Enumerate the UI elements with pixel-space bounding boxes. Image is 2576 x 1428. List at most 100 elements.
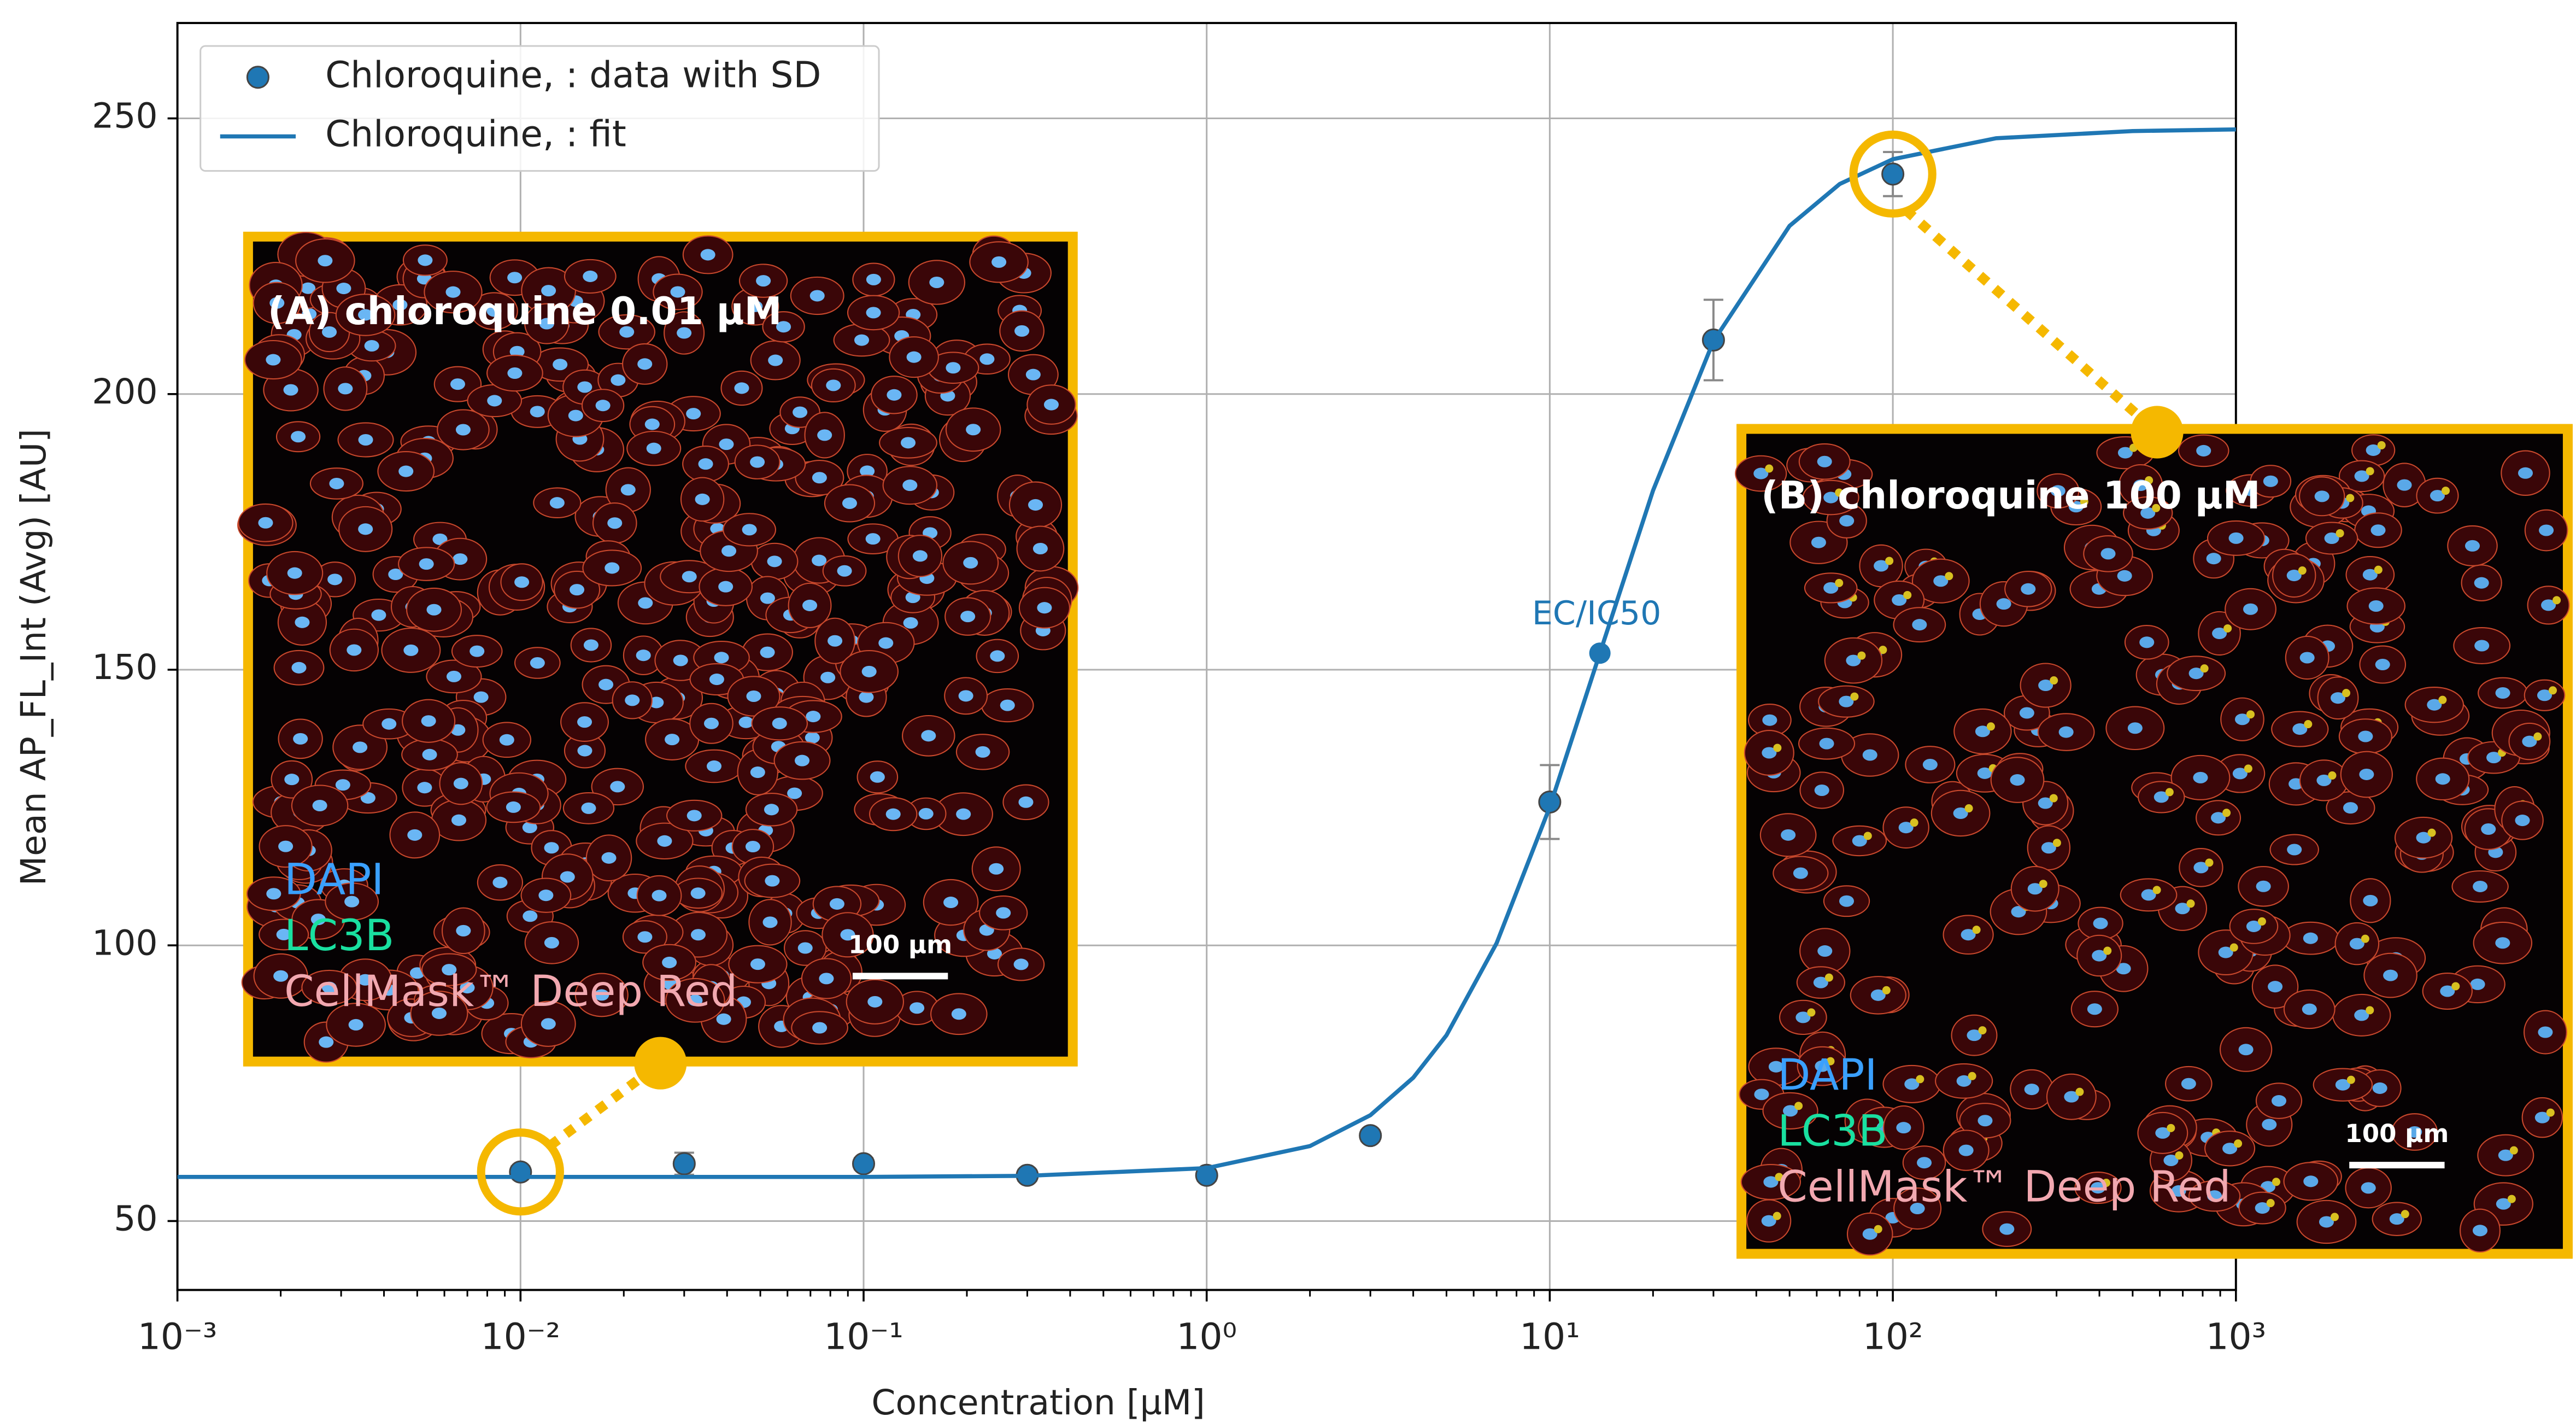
channel-label: CellMask™ Deep Red xyxy=(284,967,737,1016)
nucleus xyxy=(349,1019,363,1031)
nucleus xyxy=(750,958,765,970)
nucleus xyxy=(959,690,973,701)
lc3b-spot xyxy=(2438,696,2446,704)
lc3b-spot xyxy=(1903,591,1911,599)
nucleus xyxy=(577,381,592,393)
nucleus xyxy=(820,672,835,683)
nucleus xyxy=(2359,769,2374,780)
nucleus xyxy=(541,1018,556,1029)
inset-title: (B) chloroquine 100 µM xyxy=(1761,474,2260,518)
nucleus xyxy=(421,715,436,727)
lc3b-spot xyxy=(2401,1210,2409,1218)
nucleus xyxy=(695,494,710,505)
nucleus xyxy=(2375,659,2390,670)
nucleus xyxy=(278,841,293,852)
nucleus xyxy=(2302,1003,2317,1015)
nucleus xyxy=(837,565,852,577)
nucleus xyxy=(2087,1003,2102,1015)
lc3b-spot xyxy=(2342,689,2350,697)
lc3b-spot xyxy=(2187,899,2195,908)
nucleus xyxy=(418,254,432,266)
lc3b-spot xyxy=(2366,467,2374,475)
y-tick-label: 100 xyxy=(92,922,157,963)
nucleus xyxy=(665,734,679,745)
nucleus xyxy=(1014,958,1029,970)
lc3b-spot xyxy=(2234,1139,2242,1148)
nucleus xyxy=(2370,524,2385,536)
lc3b-spot xyxy=(2153,886,2161,894)
nucleus xyxy=(577,745,592,757)
lc3b-spot xyxy=(2075,1088,2084,1096)
y-tick-label: 150 xyxy=(92,647,157,687)
x-tick-label: 10⁻¹ xyxy=(824,1316,903,1358)
nucleus xyxy=(742,524,757,535)
nucleus xyxy=(903,617,918,629)
nucleus xyxy=(707,760,721,772)
nucleus xyxy=(637,358,652,370)
nucleus xyxy=(1754,1088,1769,1100)
nucleus xyxy=(812,1022,827,1033)
lc3b-spot xyxy=(2267,1199,2275,1207)
nucleus xyxy=(645,419,660,430)
nucleus xyxy=(682,571,697,582)
nucleus xyxy=(318,255,332,266)
x-tick-label: 10¹ xyxy=(1519,1316,1580,1358)
lc3b-spot xyxy=(2053,839,2061,847)
lc3b-spot xyxy=(2167,1124,2175,1132)
nucleus xyxy=(607,517,622,529)
channel-label: DAPI xyxy=(1777,1050,1877,1100)
lc3b-spot xyxy=(2230,944,2238,952)
nucleus xyxy=(806,711,820,722)
lc3b-spot xyxy=(2246,710,2255,718)
nucleus xyxy=(602,852,617,864)
nucleus xyxy=(295,617,309,628)
nucleus xyxy=(2474,640,2489,651)
nucleus xyxy=(921,730,936,741)
nucleus xyxy=(610,781,625,792)
nucleus xyxy=(2268,981,2282,992)
lc3b-spot xyxy=(2552,596,2561,604)
nucleus xyxy=(1997,598,2011,610)
nucleus xyxy=(1817,456,1832,467)
nucleus xyxy=(764,804,779,815)
nucleus xyxy=(828,635,842,647)
nucleus xyxy=(718,581,733,593)
nucleus xyxy=(2272,1095,2286,1107)
nucleus xyxy=(902,479,917,491)
nucleus xyxy=(2207,553,2221,564)
x-tick-label: 10⁻³ xyxy=(138,1316,218,1358)
nucleus xyxy=(2100,548,2115,559)
nucleus xyxy=(291,431,306,442)
nucleus xyxy=(686,408,701,419)
nucleus xyxy=(960,611,975,622)
nucleus xyxy=(347,644,361,656)
scale-bar-label: 100 µm xyxy=(848,930,952,959)
nucleus xyxy=(329,478,344,489)
nucleus xyxy=(1923,759,1938,770)
nucleus xyxy=(358,523,373,535)
nucleus xyxy=(474,692,489,703)
nucleus xyxy=(750,457,765,468)
nucleus xyxy=(456,424,471,436)
nucleus xyxy=(768,355,783,366)
nucleus xyxy=(762,916,777,928)
nucleus xyxy=(2287,844,2302,856)
nucleus xyxy=(2021,583,2035,595)
nucleus xyxy=(538,889,553,901)
nucleus xyxy=(1793,868,1808,879)
data-point xyxy=(510,1161,531,1183)
nucleus xyxy=(2518,467,2533,479)
nucleus xyxy=(544,937,559,949)
nucleus xyxy=(2471,979,2485,990)
nucleus xyxy=(2373,1082,2387,1094)
nucleus xyxy=(1815,785,1829,796)
nucleus xyxy=(2473,1225,2487,1236)
nucleus xyxy=(492,877,507,888)
nucleus xyxy=(568,410,583,422)
nucleus xyxy=(687,810,702,821)
connector-dot xyxy=(634,1037,686,1090)
nucleus xyxy=(2303,933,2318,944)
ec50-label: EC/IC50 xyxy=(1532,594,1661,633)
lc3b-spot xyxy=(2201,664,2209,672)
nucleus xyxy=(2300,652,2315,663)
